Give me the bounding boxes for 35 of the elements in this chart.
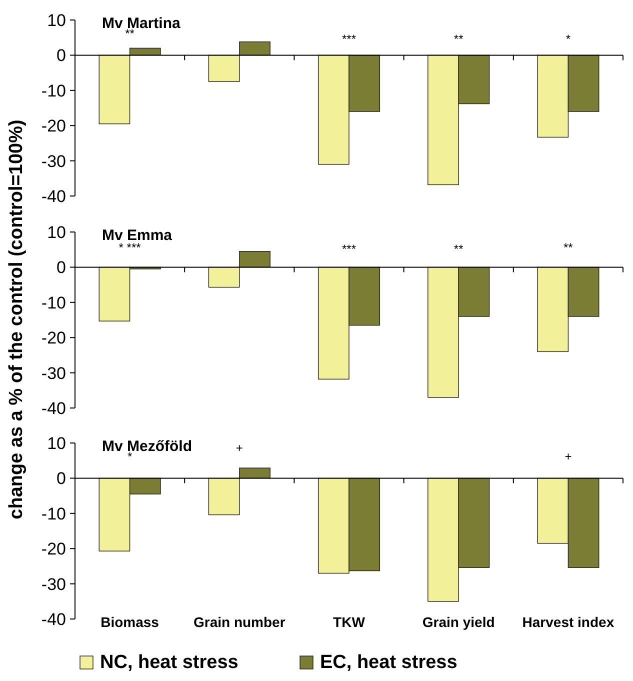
y-tick-label: 10 (47, 222, 66, 242)
y-tick-label: 10 (47, 10, 66, 30)
x-tick-label: Harvest index (522, 614, 614, 630)
annotation: ** (454, 32, 464, 46)
y-tick-label: 0 (56, 469, 66, 488)
x-tick-label: Grain number (194, 614, 286, 630)
y-tick-label: 10 (47, 434, 66, 453)
y-tick-label: -30 (41, 364, 66, 383)
y-axis-title: change as a % of the control (control=100%) (6, 120, 27, 520)
y-tick-label: -20 (41, 540, 66, 559)
y-tick-label: -40 (41, 186, 66, 206)
x-tick-label: Biomass (100, 614, 160, 630)
x-tick-label: TKW (333, 614, 366, 630)
y-tick-label: -10 (41, 293, 66, 312)
annotation: + (564, 450, 572, 464)
y-tick-label: -40 (41, 398, 66, 418)
y-tick-label: -20 (41, 116, 66, 136)
y-tick-label: -10 (41, 504, 66, 524)
legend-label: EC, heat stress (320, 652, 458, 673)
legend-label: NC, heat stress (100, 652, 238, 673)
annotation: *** (342, 32, 356, 46)
x-tick-label: Grain yield (422, 614, 495, 630)
y-tick-label: -20 (41, 328, 66, 348)
annotation: * (566, 32, 571, 46)
annotation: * (127, 450, 132, 464)
annotation: *** (342, 242, 356, 256)
y-tick-label: 0 (56, 258, 66, 278)
y-tick-label: 0 (56, 46, 66, 66)
annotation: ** (564, 240, 574, 254)
y-tick-label: -30 (41, 574, 66, 594)
y-tick-label: -40 (41, 610, 66, 629)
y-tick-label: -10 (41, 81, 66, 100)
y-tick-label: -30 (41, 152, 66, 171)
annotation: ** (454, 242, 464, 256)
annotation: + (236, 440, 243, 455)
